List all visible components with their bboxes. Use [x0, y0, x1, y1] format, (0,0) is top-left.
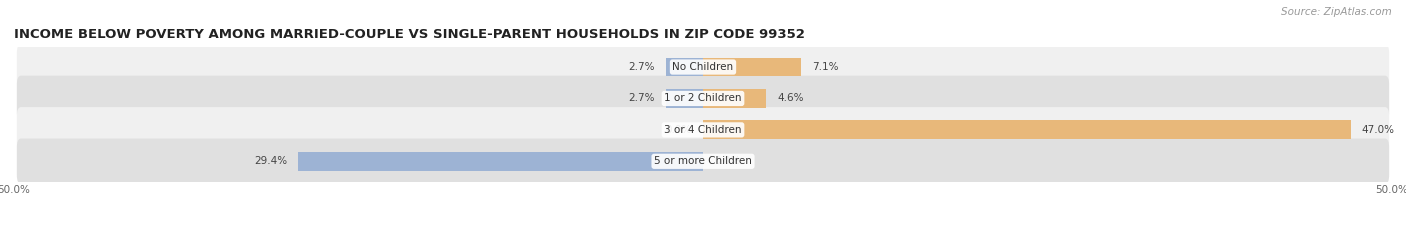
Text: No Children: No Children: [672, 62, 734, 72]
Text: 47.0%: 47.0%: [1361, 125, 1395, 135]
FancyBboxPatch shape: [17, 76, 1389, 121]
Text: 5 or more Children: 5 or more Children: [654, 156, 752, 166]
Text: 29.4%: 29.4%: [253, 156, 287, 166]
Text: 0.0%: 0.0%: [714, 156, 741, 166]
Bar: [703, 89, 766, 108]
Text: 2.7%: 2.7%: [628, 93, 655, 103]
Text: 1 or 2 Children: 1 or 2 Children: [664, 93, 742, 103]
Text: 0.0%: 0.0%: [665, 125, 692, 135]
Text: 7.1%: 7.1%: [811, 62, 838, 72]
FancyBboxPatch shape: [17, 44, 1389, 90]
Text: 2.7%: 2.7%: [628, 62, 655, 72]
Text: 3 or 4 Children: 3 or 4 Children: [664, 125, 742, 135]
Bar: [298, 152, 703, 171]
Bar: [703, 58, 801, 76]
Text: INCOME BELOW POVERTY AMONG MARRIED-COUPLE VS SINGLE-PARENT HOUSEHOLDS IN ZIP COD: INCOME BELOW POVERTY AMONG MARRIED-COUPL…: [14, 28, 804, 41]
FancyBboxPatch shape: [17, 139, 1389, 184]
Bar: [703, 120, 1351, 139]
Bar: [666, 89, 703, 108]
FancyBboxPatch shape: [17, 107, 1389, 153]
Text: Source: ZipAtlas.com: Source: ZipAtlas.com: [1281, 7, 1392, 17]
Text: 4.6%: 4.6%: [778, 93, 804, 103]
Bar: [666, 58, 703, 76]
